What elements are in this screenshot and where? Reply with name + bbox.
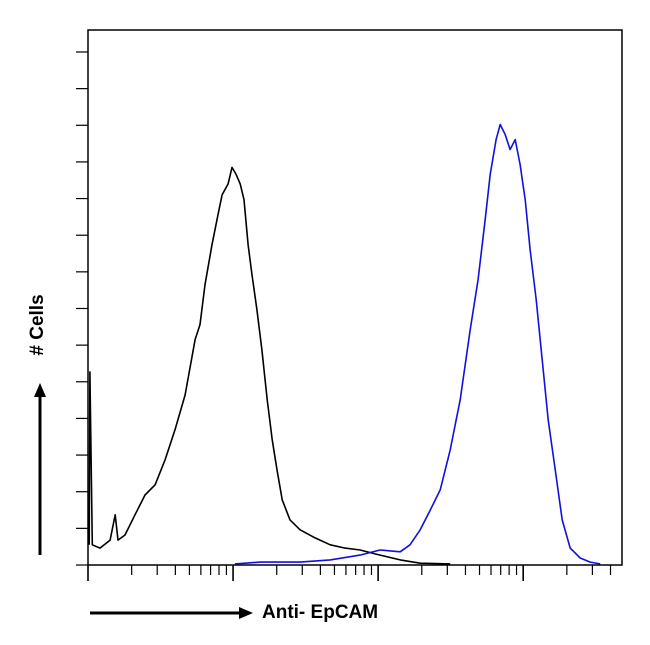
- y-axis-arrowhead: [34, 383, 46, 397]
- x-axis-title: Anti- EpCAM: [262, 602, 378, 623]
- plot-frame: [87, 29, 623, 566]
- y-axis-title: # Cells: [27, 294, 48, 355]
- x-axis-arrowhead: [239, 607, 253, 619]
- histogram-line: [234, 123, 601, 565]
- histogram-line: [88, 166, 451, 565]
